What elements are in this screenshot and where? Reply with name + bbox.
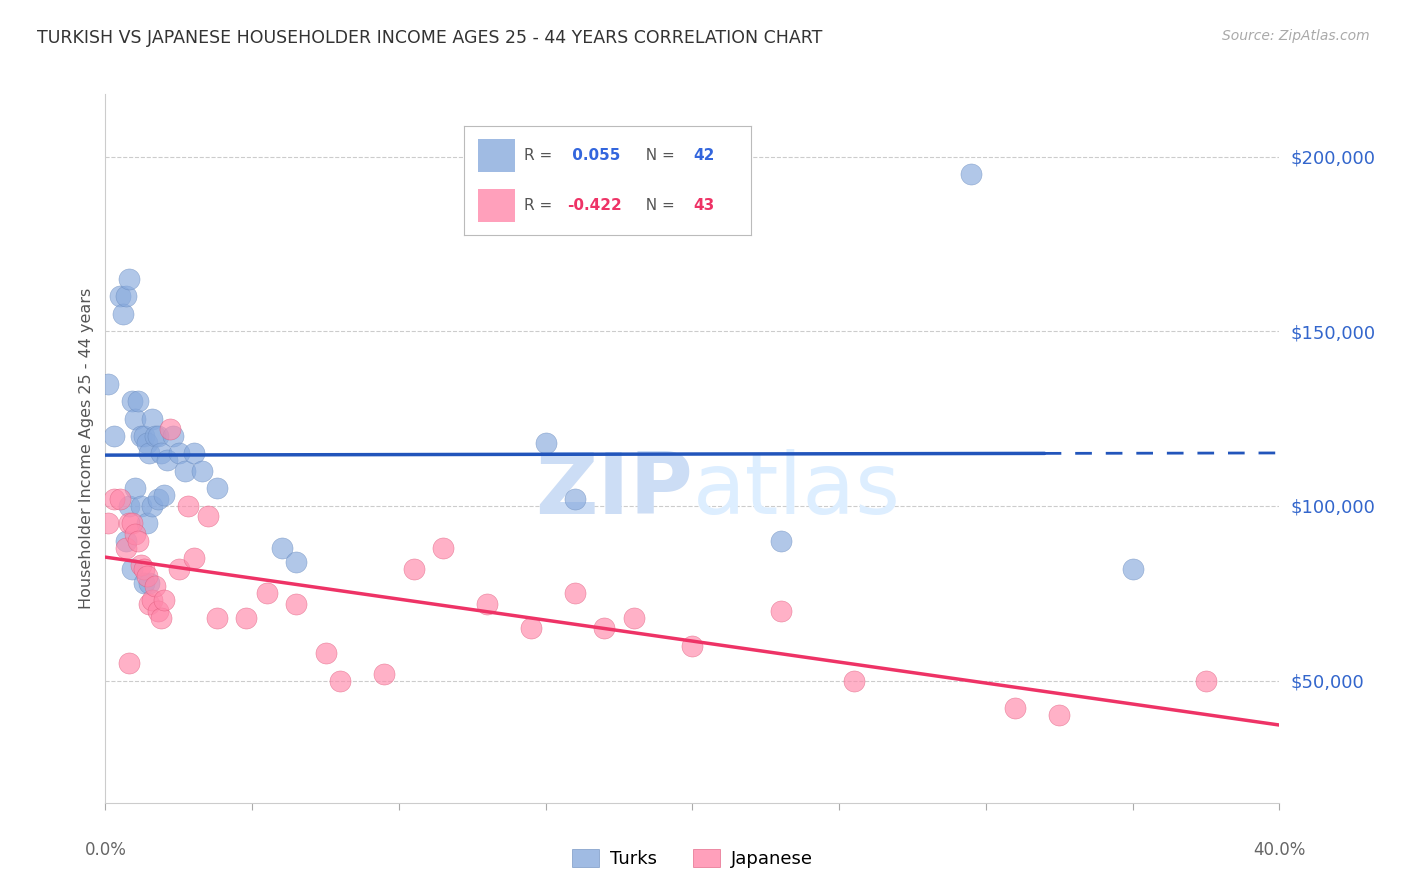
- Point: [842, 673, 865, 688]
- Point: [132, 562, 155, 576]
- Text: 0.0%: 0.0%: [84, 841, 127, 859]
- Point: [129, 499, 152, 513]
- Point: [623, 610, 645, 624]
- Point: [132, 575, 155, 590]
- Point: [162, 429, 184, 443]
- Point: [520, 621, 543, 635]
- Point: [148, 604, 170, 618]
- Point: [135, 436, 157, 450]
- Point: [108, 491, 131, 506]
- Point: [191, 464, 214, 478]
- Point: [205, 610, 228, 624]
- Point: [1195, 673, 1218, 688]
- Point: [135, 516, 157, 531]
- Point: [115, 541, 138, 555]
- Point: [153, 593, 176, 607]
- Point: [682, 639, 704, 653]
- Point: [108, 289, 131, 303]
- Point: [769, 604, 792, 618]
- Text: atlas: atlas: [692, 450, 900, 533]
- Point: [124, 482, 146, 496]
- Point: [960, 167, 983, 181]
- Point: [159, 422, 181, 436]
- Point: [285, 597, 308, 611]
- Point: [432, 541, 454, 555]
- Point: [153, 488, 176, 502]
- Point: [118, 516, 141, 531]
- Point: [402, 562, 425, 576]
- Point: [129, 558, 152, 573]
- Point: [103, 429, 125, 443]
- Point: [156, 453, 179, 467]
- Text: Source: ZipAtlas.com: Source: ZipAtlas.com: [1222, 29, 1369, 43]
- Point: [132, 429, 155, 443]
- Point: [143, 579, 166, 593]
- Point: [256, 586, 278, 600]
- Point: [138, 446, 160, 460]
- Point: [167, 562, 190, 576]
- Point: [143, 429, 166, 443]
- Point: [150, 610, 173, 624]
- Point: [1047, 708, 1070, 723]
- Text: 40.0%: 40.0%: [1253, 841, 1306, 859]
- Point: [141, 593, 163, 607]
- Point: [769, 533, 792, 548]
- Point: [148, 429, 170, 443]
- Point: [121, 394, 143, 409]
- Point: [285, 555, 308, 569]
- Point: [534, 436, 557, 450]
- Point: [118, 656, 141, 670]
- Point: [205, 482, 228, 496]
- Point: [97, 516, 120, 531]
- Point: [183, 551, 205, 566]
- Point: [270, 541, 292, 555]
- Point: [176, 499, 198, 513]
- Point: [121, 516, 143, 531]
- Point: [564, 586, 586, 600]
- Point: [141, 499, 163, 513]
- Point: [564, 491, 586, 506]
- Point: [127, 533, 149, 548]
- Point: [373, 666, 395, 681]
- Point: [118, 499, 141, 513]
- Point: [593, 621, 616, 635]
- Y-axis label: Householder Income Ages 25 - 44 years: Householder Income Ages 25 - 44 years: [79, 287, 94, 609]
- Point: [1122, 562, 1144, 576]
- Point: [173, 464, 195, 478]
- Text: TURKISH VS JAPANESE HOUSEHOLDER INCOME AGES 25 - 44 YEARS CORRELATION CHART: TURKISH VS JAPANESE HOUSEHOLDER INCOME A…: [37, 29, 823, 46]
- Point: [235, 610, 257, 624]
- Point: [115, 289, 138, 303]
- Point: [112, 307, 135, 321]
- Point: [1004, 701, 1026, 715]
- Point: [315, 646, 337, 660]
- Point: [124, 411, 146, 425]
- Point: [103, 491, 125, 506]
- Point: [124, 526, 146, 541]
- Point: [141, 411, 163, 425]
- Point: [118, 272, 141, 286]
- Point: [138, 597, 160, 611]
- Point: [135, 568, 157, 582]
- Point: [197, 509, 219, 524]
- Text: ZIP: ZIP: [534, 450, 692, 533]
- Point: [97, 376, 120, 391]
- Point: [148, 491, 170, 506]
- Point: [183, 446, 205, 460]
- Point: [329, 673, 352, 688]
- Legend: Turks, Japanese: Turks, Japanese: [565, 841, 820, 875]
- Point: [121, 562, 143, 576]
- Point: [150, 446, 173, 460]
- Point: [138, 575, 160, 590]
- Point: [129, 429, 152, 443]
- Point: [115, 533, 138, 548]
- Point: [167, 446, 190, 460]
- Point: [127, 394, 149, 409]
- Point: [475, 597, 498, 611]
